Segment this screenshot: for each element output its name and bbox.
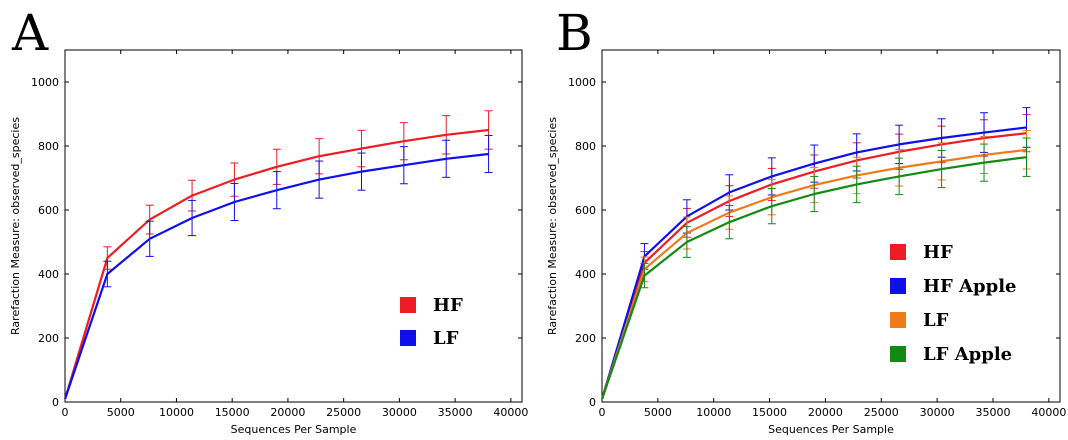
x-tick-label: 40000 bbox=[493, 406, 528, 419]
y-tick-label: 400 bbox=[575, 268, 596, 281]
x-tick-label: 35000 bbox=[438, 406, 473, 419]
legend-swatch bbox=[890, 244, 906, 260]
legend-swatch bbox=[890, 278, 906, 294]
x-tick-label: 10000 bbox=[159, 406, 194, 419]
y-axis-label: Rarefaction Measure: observed_species bbox=[546, 117, 559, 335]
y-tick-label: 600 bbox=[575, 204, 596, 217]
y-tick-label: 800 bbox=[38, 140, 59, 153]
series-line bbox=[601, 156, 1027, 400]
plot-area-frame bbox=[64, 49, 523, 403]
legend: HF HF Apple LF LF Apple bbox=[890, 242, 1016, 365]
x-tick-label: 35000 bbox=[975, 406, 1010, 419]
series-line bbox=[601, 126, 1027, 400]
x-tick-label: 30000 bbox=[920, 406, 955, 419]
x-tick-label: 15000 bbox=[752, 406, 787, 419]
legend-swatch bbox=[890, 346, 906, 362]
legend-swatch bbox=[400, 297, 416, 313]
y-tick-label: 0 bbox=[589, 396, 596, 409]
series-line bbox=[64, 128, 489, 400]
panel-letter: B bbox=[556, 4, 593, 62]
x-tick-label: 40000 bbox=[1031, 406, 1066, 419]
x-tick-label: 25000 bbox=[326, 406, 361, 419]
x-tick-label: 5000 bbox=[107, 406, 135, 419]
x-tick-label: 10000 bbox=[696, 406, 731, 419]
legend-swatch bbox=[400, 330, 416, 346]
y-tick-label: 200 bbox=[575, 332, 596, 345]
series-line bbox=[64, 152, 489, 400]
y-tick-label: 200 bbox=[38, 332, 59, 345]
panel-a: A0 5000 10000 15000 20000 25000 30000 35000 4000… bbox=[9, 4, 528, 436]
y-tick-label: 600 bbox=[38, 204, 59, 217]
x-tick-label: 5000 bbox=[644, 406, 672, 419]
x-tick-label: 15000 bbox=[215, 406, 250, 419]
legend-label: LF bbox=[923, 310, 949, 331]
y-tick-label: 0 bbox=[52, 396, 59, 409]
legend-swatch bbox=[890, 312, 906, 328]
legend-label: HF Apple bbox=[923, 276, 1016, 297]
x-tick-label: 20000 bbox=[270, 406, 305, 419]
legend-label: LF Apple bbox=[923, 344, 1012, 365]
panel-letter: A bbox=[11, 4, 49, 62]
panel-b: B0 5000 10000 15000 20000 25000 30000 35000 4000… bbox=[546, 4, 1066, 436]
legend-label: LF bbox=[433, 328, 459, 349]
legend-label: HF bbox=[433, 295, 463, 316]
y-tick-label: 1000 bbox=[31, 76, 59, 89]
x-tick-label: 25000 bbox=[864, 406, 899, 419]
y-tick-label: 800 bbox=[575, 140, 596, 153]
legend-label: HF bbox=[923, 242, 953, 263]
x-tick-label: 30000 bbox=[382, 406, 417, 419]
x-tick-label: 0 bbox=[62, 406, 69, 419]
x-tick-label: 20000 bbox=[808, 406, 843, 419]
series-lf bbox=[64, 134, 493, 400]
legend: HF LF bbox=[400, 295, 463, 349]
y-tick-label: 400 bbox=[38, 268, 59, 281]
plot-area-frame bbox=[601, 49, 1061, 403]
y-tick-label: 1000 bbox=[568, 76, 596, 89]
x-axis-label: Sequences Per Sample bbox=[768, 423, 894, 436]
x-axis-label: Sequences Per Sample bbox=[231, 423, 357, 436]
series-lf-apple bbox=[601, 137, 1031, 400]
x-tick-label: 0 bbox=[599, 406, 606, 419]
y-axis-label: Rarefaction Measure: observed_species bbox=[9, 117, 22, 335]
